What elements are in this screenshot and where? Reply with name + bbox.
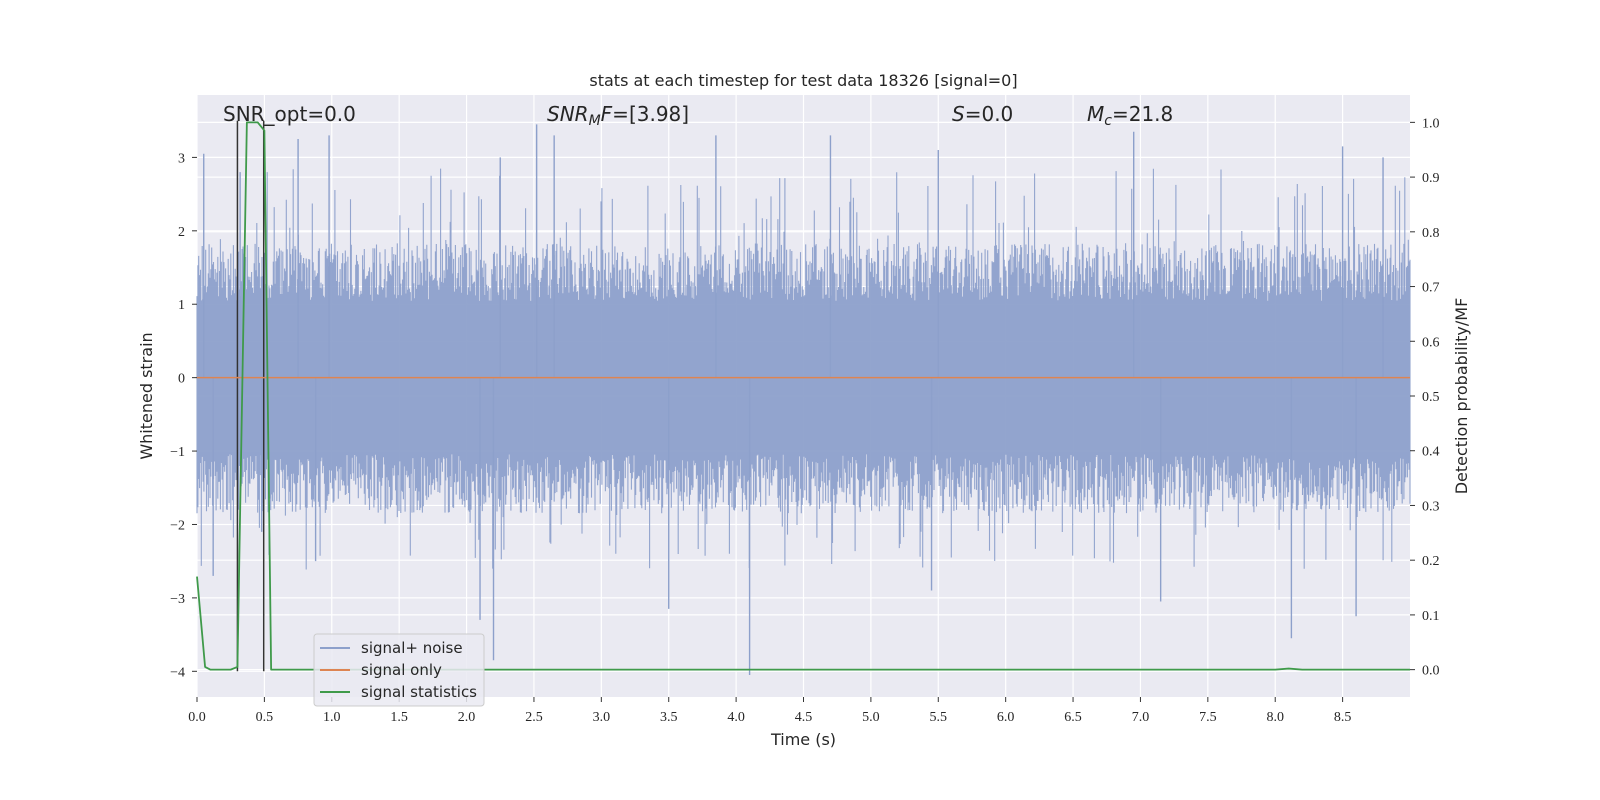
y-axis-left-ticks: −4 −3 −2 −1 0 1 2 3 [170,151,197,680]
y-left-tick-label: 3 [178,151,185,166]
y-right-tick-label: 0.7 [1422,281,1440,296]
x-tick-label: 0.5 [256,710,274,725]
x-tick-label: 5.0 [862,710,880,725]
x-tick-label: 3.5 [660,710,678,725]
x-tick-label: 6.5 [1064,710,1082,725]
y-axis-right-ticks: 0.0 0.1 0.2 0.3 0.4 0.5 0.6 0.7 0.8 0.9 1.0 [1410,116,1440,679]
x-tick-label: 1.0 [323,710,341,725]
y-right-tick-label: 0.9 [1422,171,1440,186]
annotation-mc-value: 21.8 [1129,102,1174,126]
annotation-s: S=0.0 [952,102,1013,126]
annotation-snr-mf: SNRMF=[3.98] [547,102,689,129]
series-signal-plus-noise [196,124,1411,675]
y-left-tick-label: 2 [178,225,185,240]
legend-label: signal+ noise [361,639,463,657]
x-tick-label: 8.5 [1334,710,1352,725]
legend: signal+ noise signal only signal statistic… [313,633,485,707]
legend-label: signal only [361,661,442,679]
series-signal-statistics-line [196,121,1410,671]
annotation-snr-mf-value: [3.98] [629,102,689,126]
y-right-tick-label: 0.0 [1422,664,1440,679]
y-right-tick-label: 0.4 [1422,445,1440,460]
annotation-mc: Mc=21.8 [1087,102,1173,129]
y-right-tick-label: 0.1 [1422,609,1440,624]
legend-item: signal statistics [320,683,477,701]
y-left-tick-label: −1 [170,445,185,460]
y-right-tick-label: 0.2 [1422,554,1440,569]
x-tick-label: 4.5 [795,710,813,725]
annotation-s-value: 0.0 [981,102,1013,126]
y-axis-left-label: Whitened strain [137,332,156,459]
x-tick-label: 7.0 [1132,710,1150,725]
y-left-tick-label: 1 [178,298,185,313]
x-tick-label: 4.0 [727,710,745,725]
x-tick-label: 2.0 [458,710,476,725]
x-tick-label: 7.5 [1199,710,1217,725]
y-left-tick-label: 0 [178,372,185,387]
x-tick-label: 6.0 [997,710,1015,725]
x-axis-label: Time (s) [770,730,836,749]
series-group [196,120,1410,672]
legend-label: signal statistics [361,683,477,701]
x-tick-label: 2.5 [525,710,543,725]
y-right-tick-label: 0.6 [1422,335,1440,350]
x-axis-ticks: 0.0 0.5 1.0 1.5 2.0 2.5 3.0 3.5 4.0 4.5 5.0 5.5 6.0 6… [188,697,1351,725]
y-right-tick-label: 1.0 [1422,116,1440,131]
x-tick-label: 0.0 [188,710,206,725]
y-right-tick-label: 0.3 [1422,499,1440,514]
y-axis-right-label: Detection probability/MF [1452,298,1471,495]
y-left-tick-label: −3 [170,592,185,607]
x-tick-label: 3.0 [593,710,611,725]
y-left-tick-label: −4 [170,665,185,680]
y-right-tick-label: 0.5 [1422,390,1440,405]
y-left-tick-label: −2 [170,518,185,533]
legend-box [313,633,485,707]
y-right-tick-label: 0.8 [1422,226,1440,241]
x-tick-label: 8.0 [1266,710,1284,725]
x-tick-label: 5.5 [930,710,948,725]
x-tick-label: 1.5 [390,710,408,725]
legend-item: signal+ noise [320,639,463,657]
legend-item: signal only [320,661,442,679]
annotation-snr-opt: SNR_opt=0.0 [223,102,356,126]
chart-title: stats at each timestep for test data 183… [589,71,1017,90]
